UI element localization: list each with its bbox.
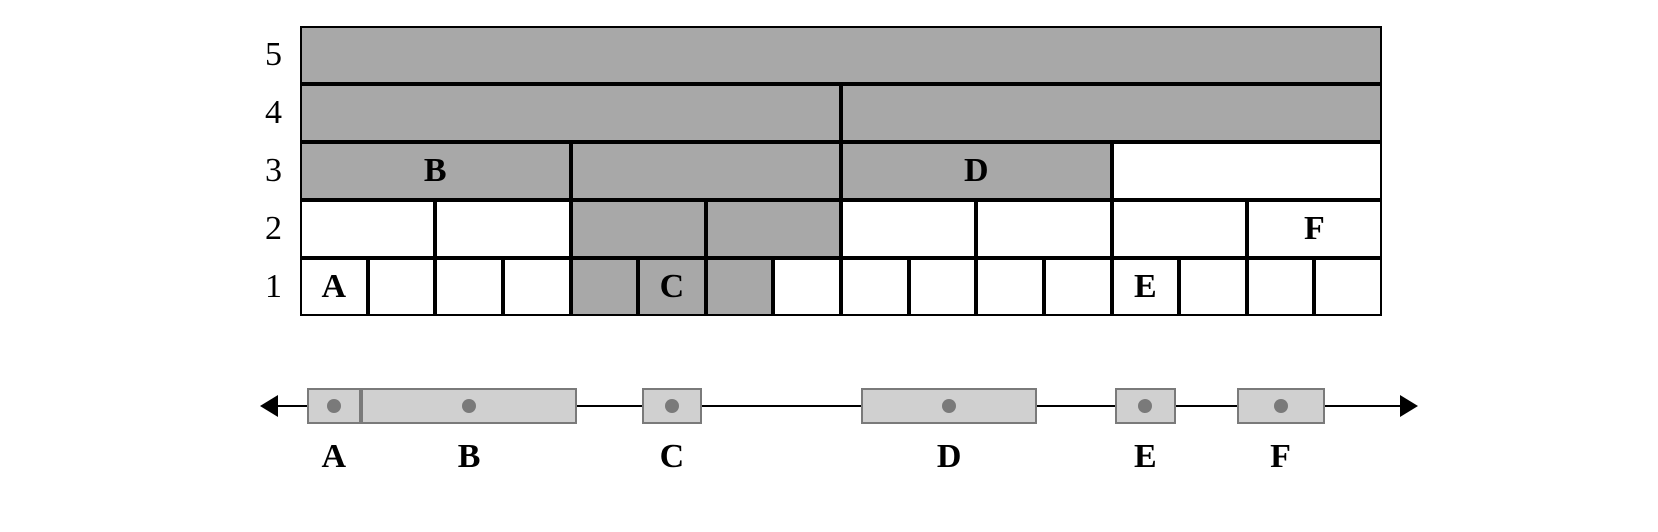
grid-cell — [503, 258, 571, 316]
grid-cell — [300, 26, 1382, 84]
grid-cell — [1247, 258, 1315, 316]
grid-cell — [976, 258, 1044, 316]
timeline-label-A: A — [294, 438, 374, 476]
grid-cell — [571, 200, 706, 258]
timeline-arrow-left — [260, 395, 278, 417]
grid-cell — [368, 258, 436, 316]
grid-cell — [841, 200, 976, 258]
grid-cell-label-F: F — [1247, 200, 1382, 258]
grid-cell — [909, 258, 977, 316]
diagram-stage: 543BD2F1ACEABCDEF — [0, 0, 1658, 532]
grid-cell — [571, 142, 842, 200]
grid-cell — [841, 258, 909, 316]
grid-cell — [571, 258, 639, 316]
timeline-label-B: B — [429, 438, 509, 476]
grid-cell-label-B: B — [300, 142, 571, 200]
grid-cell — [435, 258, 503, 316]
timeline-label-D: D — [909, 438, 989, 476]
grid-cell — [435, 200, 570, 258]
timeline-label-C: C — [632, 438, 712, 476]
grid-cell — [1112, 200, 1247, 258]
grid-cell — [1044, 258, 1112, 316]
grid-cell — [1314, 258, 1382, 316]
grid-cell-label-D: D — [841, 142, 1112, 200]
row-label-4: 4 — [0, 84, 282, 142]
grid-cell — [706, 200, 841, 258]
grid-cell — [976, 200, 1111, 258]
grid-cell — [300, 84, 841, 142]
grid-cell — [300, 200, 435, 258]
row-label-2: 2 — [0, 200, 282, 258]
row-label-1: 1 — [0, 258, 282, 316]
timeline-dot-B — [462, 399, 476, 413]
row-label-5: 5 — [0, 26, 282, 84]
grid-cell — [773, 258, 841, 316]
grid-cell — [841, 84, 1382, 142]
timeline-dot-A — [327, 399, 341, 413]
timeline-label-F: F — [1241, 438, 1321, 476]
timeline-arrow-right — [1400, 395, 1418, 417]
grid-cell-label-E: E — [1112, 258, 1180, 316]
grid-cell-label-C: C — [638, 258, 706, 316]
grid-cell — [1112, 142, 1383, 200]
timeline-dot-F — [1274, 399, 1288, 413]
grid-cell — [1179, 258, 1247, 316]
grid-cell — [706, 258, 774, 316]
timeline-dot-C — [665, 399, 679, 413]
grid-cell-label-A: A — [300, 258, 368, 316]
timeline-label-E: E — [1105, 438, 1185, 476]
row-label-3: 3 — [0, 142, 282, 200]
